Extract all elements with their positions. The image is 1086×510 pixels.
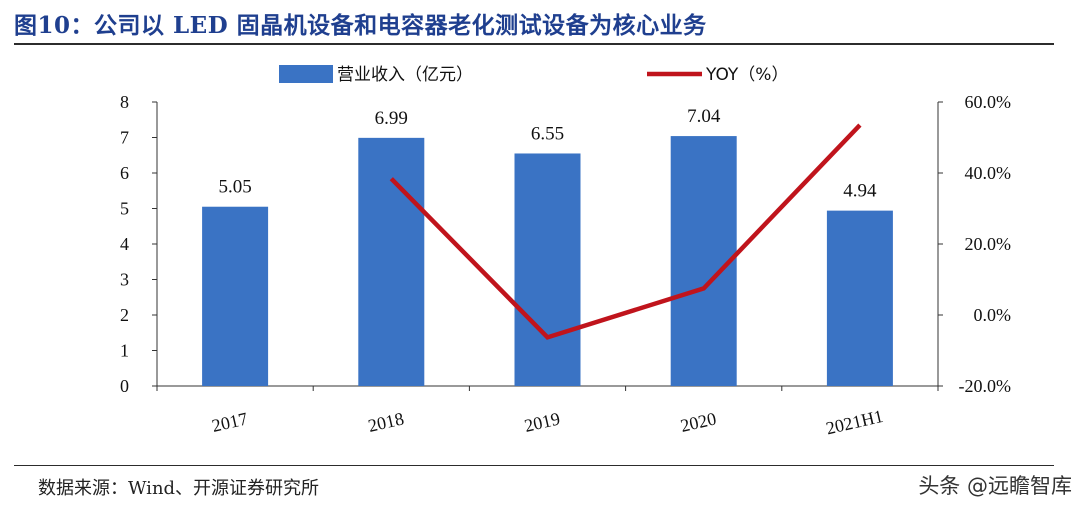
revenue-bar: [202, 206, 269, 386]
right-axis-tick-label: 0.0%: [974, 305, 1012, 325]
left-axis-tick-label: 0: [120, 376, 129, 396]
yoy-line: [389, 123, 862, 340]
left-axis-tick-label: 5: [120, 199, 129, 219]
left-axis-tick-label: 6: [120, 163, 129, 183]
watermark: 头条 @远瞻智库: [918, 474, 1072, 498]
x-axis-category-label: 2019: [522, 408, 562, 436]
x-axis-category-label: 2017: [210, 408, 250, 436]
revenue-bar: [670, 136, 737, 386]
right-axis-tick-label: -20.0%: [959, 376, 1012, 396]
x-axis-category-label: 2018: [366, 408, 406, 436]
bar-data-label: 4.94: [843, 181, 877, 202]
footer-divider: [14, 465, 1054, 466]
revenue-bar: [826, 210, 893, 386]
title-divider: [14, 43, 1054, 45]
bar-data-label: 6.55: [531, 123, 564, 144]
right-axis-tick-label: 60.0%: [965, 92, 1012, 112]
left-axis-tick-label: 8: [120, 92, 129, 112]
left-axis-tick-label: 3: [120, 270, 129, 290]
left-axis-tick-label: 4: [120, 234, 129, 254]
right-axis-tick-label: 20.0%: [965, 234, 1012, 254]
left-axis-tick-label: 2: [120, 305, 129, 325]
legend-label-yoy: YOY（%）: [705, 65, 788, 85]
legend-swatch-revenue: [279, 65, 333, 83]
revenue-bar: [358, 137, 425, 386]
x-axis-category-label: 2021H1: [824, 406, 885, 439]
revenue-bar: [514, 153, 581, 386]
bar-data-label: 7.04: [687, 106, 721, 127]
left-axis-tick-label: 1: [120, 341, 129, 361]
bar-data-label: 6.99: [375, 108, 408, 129]
bar-data-label: 5.05: [218, 177, 251, 198]
right-axis-tick-label: 40.0%: [965, 163, 1012, 183]
x-axis-category-label: 2020: [679, 408, 719, 436]
chart-title: 图10：公司以 LED 固晶机设备和电容器老化测试设备为核心业务: [14, 12, 707, 39]
left-axis-tick-label: 7: [120, 128, 129, 148]
legend-label-revenue: 营业收入（亿元）: [337, 65, 473, 85]
source-note: 数据来源：Wind、开源证券研究所: [38, 478, 320, 499]
